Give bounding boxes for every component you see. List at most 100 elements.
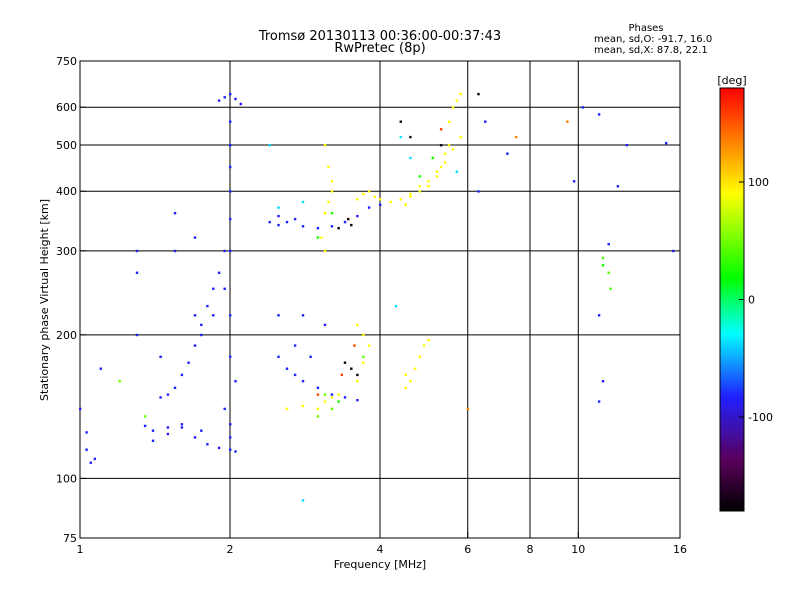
phase-colorbar: [deg] 100 0 -100 [717,74,773,512]
echo-point [625,144,628,147]
y-axis-label: Stationary phase Virtual Height [km] [38,199,51,401]
echo-point [451,148,455,151]
echo-point [309,355,312,358]
echo-point [431,156,434,160]
echo-point [212,314,215,317]
echo-point [439,165,443,169]
echo-point [277,214,280,218]
echo-point [200,429,203,432]
echo-point [447,120,451,123]
x-tick-label: 4 [377,543,384,556]
echo-point [173,249,177,253]
echo-point [234,97,237,101]
echo-point [293,217,297,221]
echo-point [399,198,402,201]
echo-point [427,339,430,342]
echo-point [601,264,605,267]
echo-point [79,407,82,411]
echo-point [301,380,305,383]
echo-point [206,443,209,446]
echo-point [609,287,612,290]
y-tick-label: 200 [56,329,77,342]
echo-point [229,217,232,221]
echo-point [229,355,232,358]
echo-point [89,461,92,464]
echo-point [173,386,177,389]
echo-point [484,120,487,123]
echo-point [229,190,232,193]
y-tick-label: 600 [56,101,77,114]
echo-point [443,152,447,155]
echo-point [293,344,297,347]
echo-point [277,355,280,358]
echo-point [362,192,365,196]
echo-point [356,380,359,383]
echo-point [217,99,221,102]
echo-point [323,144,327,147]
echo-point [455,99,458,102]
echo-point [187,361,190,364]
echo-point [427,185,430,188]
echo-point [327,200,330,204]
echo-point [285,367,289,370]
echo-point [193,344,197,347]
echo-point [223,96,226,99]
echo-point [330,393,334,396]
echo-point [439,128,443,131]
echo-point [301,200,305,204]
echo-point [581,106,584,109]
echo-point [466,407,470,411]
echo-point [435,170,439,173]
echo-point [418,175,421,178]
colorbar-unit-label: [deg] [717,74,746,87]
data-points [79,92,675,502]
chart-title: Tromsø 20130113 00:36:00-00:37:43 [258,29,501,44]
echo-point [607,243,610,246]
y-tick-label: 500 [56,139,77,152]
echo-point [451,106,455,109]
echo-point [330,212,334,215]
echo-point [353,344,356,347]
echo-point [166,426,170,429]
echo-point [229,165,232,169]
echo-point [665,141,668,145]
echo-point [234,380,237,383]
echo-point [320,236,323,239]
echo-point [85,448,88,451]
echo-point [340,373,343,377]
echo-point [356,399,359,402]
colorbar-ticks: 100 0 -100 [739,176,773,424]
echo-point [229,314,232,317]
echo-point [193,314,197,317]
x-tick-label: 2 [227,543,234,556]
echo-point [217,446,221,450]
echo-point [379,198,382,201]
echo-point [455,170,458,173]
echo-point [135,333,139,337]
echo-point [404,373,407,377]
echo-point [409,156,412,160]
echo-point [409,192,412,196]
echo-point [200,323,203,327]
echo-point [159,355,162,358]
echo-point [422,344,426,347]
y-tick-label: 400 [56,185,77,198]
echo-point [93,457,96,461]
phases-heading: Phases [628,23,663,34]
echo-point [277,206,280,209]
echo-point [356,373,359,377]
x-tick-label: 16 [673,543,687,556]
echo-point [143,424,147,428]
echo-point [447,144,451,147]
echo-point [166,432,170,436]
echo-point [143,415,147,418]
echo-point [477,190,480,193]
echo-point [413,367,417,370]
echo-point [316,236,320,239]
plot-area: 1 2 4 6 8 10 16 75 100 200 300 400 500 600 750 [56,55,687,556]
echo-point [399,135,402,139]
y-axis-ticks: 75 100 200 300 400 500 600 750 [56,55,86,545]
echo-point [350,223,353,227]
echo-point [151,439,155,442]
echo-point [404,203,407,206]
